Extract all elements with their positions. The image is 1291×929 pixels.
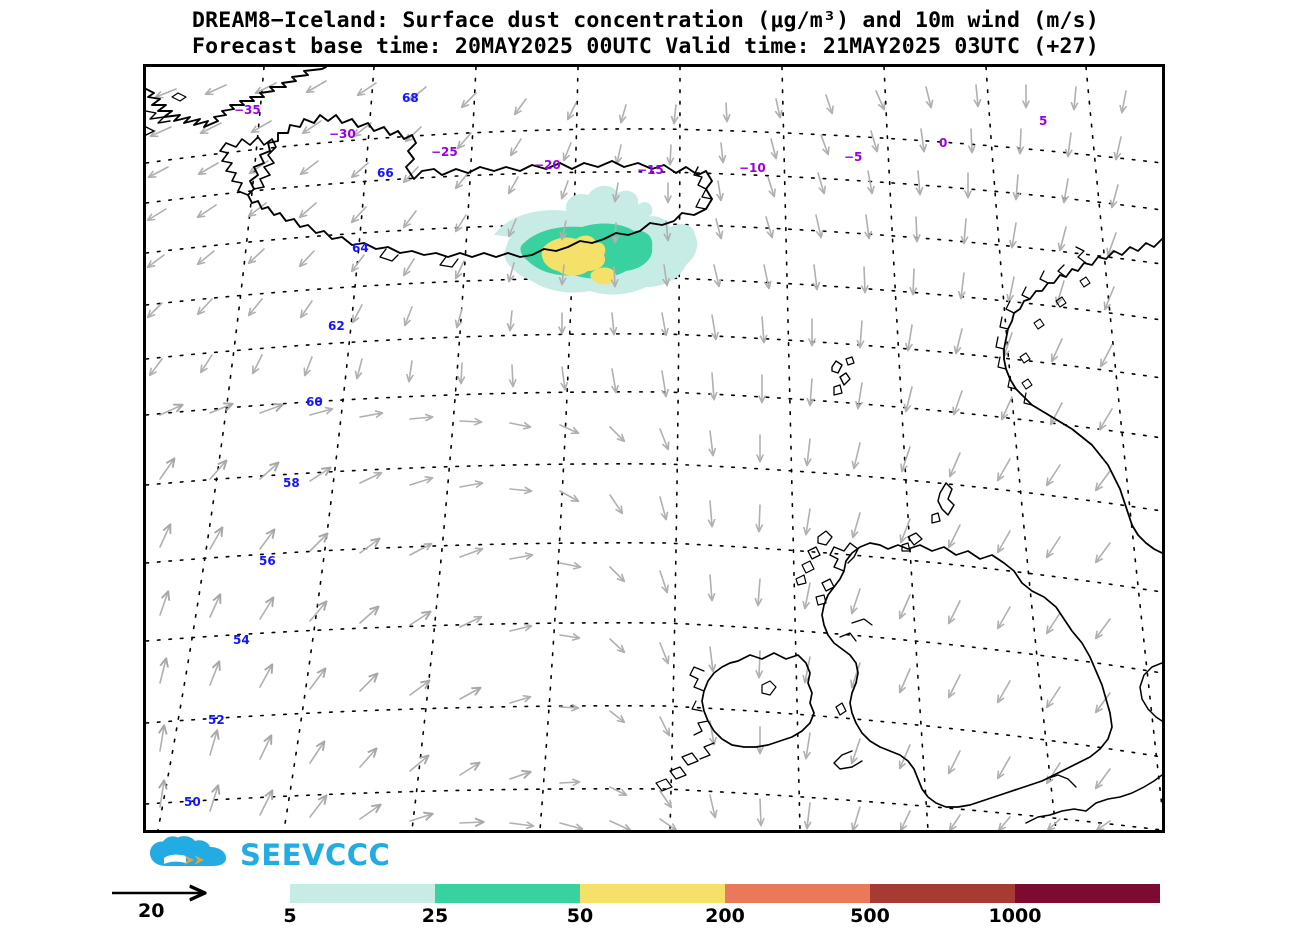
lat-label-50: 50 <box>184 795 201 809</box>
colorbar-tick-500: 500 <box>850 905 890 927</box>
lat-label-68: 68 <box>402 91 419 105</box>
wind-reference-label: 20 <box>138 900 165 922</box>
lat-label-66: 66 <box>377 166 394 180</box>
lon-label-−30: −30 <box>329 127 356 141</box>
map-canvas[interactable]: 68 66 64 62 60 58 56 54 52 50 −35 −30 −25 −20 −15 −10−… <box>143 64 1165 833</box>
lat-label-52: 52 <box>208 713 225 727</box>
colorbar-tick-200: 200 <box>705 905 745 927</box>
lat-label-54: 54 <box>233 633 250 647</box>
great-britain-coastline <box>821 542 1113 808</box>
latitude-labels: 68 66 64 62 60 58 56 54 52 50 <box>184 91 419 809</box>
colorbar-tick-25: 25 <box>421 905 449 927</box>
colorbar-segment-3 <box>725 884 870 903</box>
coastlines <box>146 67 1162 824</box>
lat-label-64: 64 <box>352 241 369 255</box>
colorbar-tick-1000: 1000 <box>988 905 1042 927</box>
lon-label-−5: −5 <box>844 150 862 164</box>
lon-label-−20: −20 <box>534 158 561 172</box>
seevccc-logo-text: SEEVCCC <box>240 838 391 872</box>
colorbar-segment-4 <box>870 884 1015 903</box>
forecast-time-subtitle: Forecast base time: 20MAY2025 00UTC Vali… <box>192 34 1099 59</box>
dust-concentration-colorbar <box>290 884 1160 903</box>
colorbar-segment-2 <box>580 884 725 903</box>
lat-label-56: 56 <box>259 554 276 568</box>
continental-europe-coastline <box>1085 774 1162 812</box>
lon-label-−35: −35 <box>234 103 261 117</box>
norway-coastline <box>1003 238 1162 554</box>
wind-reference-vector: 20 <box>108 884 228 924</box>
lat-label-58: 58 <box>283 476 300 490</box>
colorbar-tick-50: 50 <box>566 905 594 927</box>
wind-vector-field <box>148 80 1126 830</box>
lon-label-−10: −10 <box>739 161 766 175</box>
graticule-meridians <box>157 67 1162 830</box>
lon-label-0: 0 <box>939 136 947 150</box>
page-title: DREAM8−Iceland: Surface dust concentrati… <box>192 8 1099 33</box>
greenland-coastline <box>146 67 327 128</box>
iceland-coastline <box>247 114 713 258</box>
cloud-icon <box>150 836 226 866</box>
colorbar-tick-labels: 5 25 50 200 500 1000 <box>283 905 1160 929</box>
faroe-islands-coastline <box>831 360 843 374</box>
wind-arrow-icon <box>112 884 228 904</box>
colorbar-tick-5: 5 <box>283 905 297 927</box>
lon-label-−15: −15 <box>637 163 664 177</box>
shetland-coastline <box>937 482 955 516</box>
seevccc-logo: SEEVCCC <box>148 836 390 874</box>
colorbar-segment-1 <box>435 884 580 903</box>
lat-label-60: 60 <box>306 395 323 409</box>
dust-plume <box>494 185 698 295</box>
lat-label-62: 62 <box>328 319 345 333</box>
lon-label-5: 5 <box>1039 114 1047 128</box>
longitude-labels: −35 −30 −25 −20 −15 −10 −5 0 5 <box>234 103 1047 177</box>
lon-label-−25: −25 <box>431 145 458 159</box>
colorbar-segment-0 <box>290 884 435 903</box>
chart-title-block: DREAM8−Iceland: Surface dust concentrati… <box>0 8 1291 60</box>
colorbar-segment-5 <box>1015 884 1160 903</box>
